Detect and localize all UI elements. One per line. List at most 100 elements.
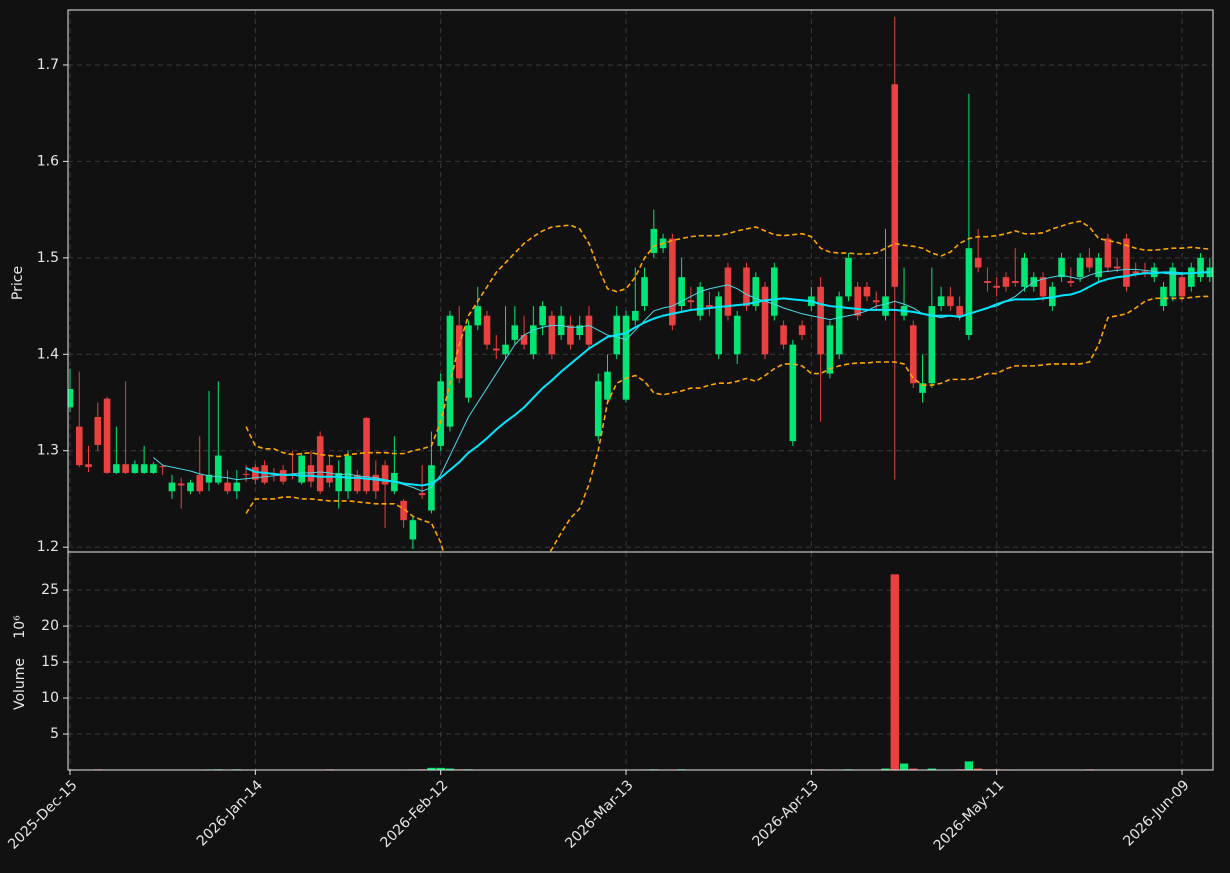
- candle-body: [159, 466, 166, 468]
- candle-body: [316, 436, 324, 492]
- candle-body: [187, 482, 194, 492]
- volume-scale-label: 10⁶: [12, 615, 28, 639]
- candle-body: [409, 520, 417, 540]
- candle-body: [1160, 286, 1167, 307]
- volume-axis-label: Volume: [12, 658, 28, 710]
- candle-body: [1076, 257, 1084, 278]
- candle-body: [650, 228, 658, 254]
- candle-body: [1197, 257, 1204, 278]
- candle-body: [372, 474, 380, 492]
- candle-body: [68, 389, 74, 408]
- volume-bar: [909, 768, 918, 770]
- candle-body: [298, 455, 305, 483]
- candle-body: [863, 286, 871, 297]
- candle-body: [956, 306, 963, 316]
- candle-body: [669, 238, 676, 326]
- candle-body: [363, 417, 370, 492]
- candle-body: [242, 473, 250, 475]
- candle-body: [585, 315, 593, 345]
- candle-body: [1123, 238, 1130, 287]
- candle-body: [817, 286, 824, 355]
- candle-body: [113, 464, 120, 473]
- y-tick-label: 20: [41, 618, 59, 634]
- y-tick-label: 10: [41, 690, 59, 706]
- candle-body: [548, 315, 556, 355]
- volume-bar: [436, 767, 445, 770]
- volume-bar: [445, 768, 455, 770]
- candle-body: [761, 286, 769, 355]
- candle-body: [984, 281, 991, 283]
- volume-bar: [427, 767, 436, 770]
- candle-body: [418, 493, 426, 496]
- candle-body: [520, 335, 528, 345]
- candle-body: [854, 286, 861, 316]
- candle-body: [743, 267, 750, 307]
- candle-body: [1188, 267, 1195, 287]
- candle-body: [1178, 277, 1186, 297]
- candle-body: [631, 310, 639, 321]
- candle-body: [789, 344, 797, 442]
- y-tick-label: 1.4: [37, 346, 59, 362]
- candle-body: [780, 325, 787, 345]
- candle-body: [678, 277, 685, 307]
- indicator-line: [245, 295, 1210, 552]
- candle-body: [919, 383, 926, 393]
- candle-body: [511, 325, 519, 340]
- candle-body: [752, 277, 760, 307]
- y-tick-label: 1.2: [37, 539, 59, 555]
- indicator-line: [153, 268, 1210, 492]
- candle-body: [1113, 266, 1121, 269]
- volume-frame: [67, 551, 1214, 771]
- candle-body: [168, 482, 176, 492]
- candle-body: [826, 325, 834, 374]
- candle-body: [1058, 257, 1065, 278]
- candle-body: [539, 306, 546, 326]
- candle-body: [224, 482, 231, 492]
- candle-body: [882, 296, 889, 316]
- candle-body: [326, 465, 333, 483]
- candle-body: [474, 306, 482, 326]
- candle-body: [604, 371, 611, 400]
- candle-body: [706, 305, 713, 308]
- candle-body: [437, 381, 444, 446]
- candle-body: [715, 296, 722, 355]
- y-tick-label: 5: [50, 726, 59, 742]
- candle-body: [103, 398, 111, 473]
- candle-body: [845, 257, 852, 297]
- candle-body: [1002, 277, 1010, 287]
- candle-body: [1011, 281, 1019, 283]
- candle-body: [455, 325, 463, 379]
- candle-body: [567, 325, 574, 345]
- candle-body: [696, 286, 704, 316]
- candle-body: [1104, 238, 1112, 268]
- candle-body: [594, 381, 602, 437]
- candle-body: [131, 464, 139, 473]
- candle-body: [1095, 257, 1102, 278]
- candle-body: [928, 306, 936, 384]
- candle-body: [1169, 267, 1177, 297]
- candle-body: [1021, 257, 1028, 287]
- y-tick-label: 1.7: [37, 57, 59, 73]
- candle-body: [641, 277, 648, 307]
- candle-body: [465, 325, 472, 398]
- candle-body: [502, 344, 509, 355]
- volume-bar: [973, 768, 983, 770]
- candle-body: [1132, 271, 1140, 274]
- volume-bar: [964, 761, 974, 770]
- candle-body: [872, 300, 880, 303]
- candle-body: [214, 455, 222, 483]
- y-tick-label: 1.6: [37, 153, 59, 169]
- y-tick-label: 15: [41, 654, 59, 670]
- y-tick-label: 25: [41, 582, 59, 598]
- candle-body: [75, 426, 83, 466]
- candle-body: [335, 472, 343, 492]
- candle-body: [891, 84, 899, 287]
- candle-body: [798, 325, 806, 336]
- candle-body: [974, 257, 982, 268]
- indicator-line: [245, 271, 1210, 487]
- candle-body: [530, 325, 537, 355]
- candle-body: [381, 465, 389, 485]
- candle-body: [993, 285, 1000, 288]
- candle-body: [622, 315, 630, 400]
